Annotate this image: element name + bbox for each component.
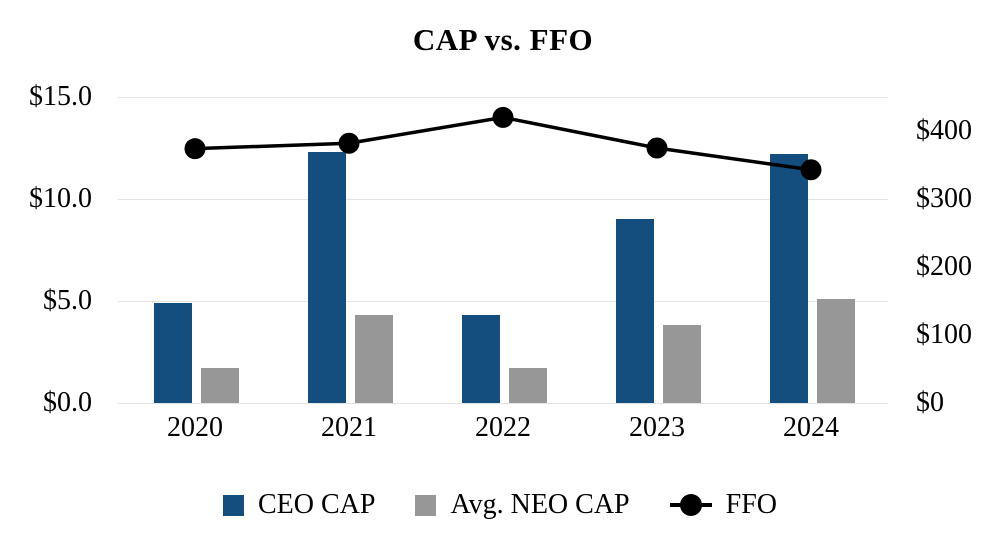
legend-item-ffo: FFO [669, 489, 777, 521]
x-axis-label: 2023 [629, 412, 685, 443]
chart-title: CAP vs. FFO [412, 22, 594, 57]
ffo-marker [338, 132, 360, 154]
bar-avg-neo-cap [509, 368, 547, 403]
bar-ceo-cap [616, 219, 654, 403]
ffo-marker [800, 159, 822, 181]
y-axis-left-label: $5.0 [43, 285, 92, 316]
ffo-marker [492, 106, 514, 128]
bar-ceo-cap [154, 303, 192, 403]
x-axis-label: 2022 [475, 412, 531, 443]
legend-label-ffo: FFO [725, 489, 777, 520]
gridline [118, 96, 888, 98]
gridline [118, 198, 888, 200]
gridline [118, 402, 888, 404]
ffo-line-layer [184, 106, 822, 181]
bar-avg-neo-cap [201, 368, 239, 403]
ffo-marker [184, 138, 206, 160]
y-axis-right-label: $400 [916, 115, 972, 146]
legend-label-avg-neo-cap: Avg. NEO CAP [450, 489, 630, 520]
y-axis-left-label: $15.0 [29, 81, 92, 112]
bar-avg-neo-cap [817, 298, 855, 403]
legend-swatch-ceo-cap [223, 494, 244, 516]
legend-line-marker [679, 494, 702, 516]
y-axis-right: $400 $300 $200 $100 $0 [916, 0, 1000, 560]
y-axis-left: $15.0 $10.0 $5.0 $0.0 [0, 0, 92, 560]
x-axis: 2020 2021 2022 2023 2024 [118, 412, 888, 446]
bar-avg-neo-cap [355, 315, 393, 403]
bar-ceo-cap [308, 152, 346, 403]
x-axis-label: 2024 [783, 412, 839, 443]
legend-line-dot-icon [669, 494, 712, 516]
legend-item-avg-neo-cap: Avg. NEO CAP [415, 489, 630, 521]
legend-label-ceo-cap: CEO CAP [258, 489, 376, 520]
bar-ceo-cap [462, 315, 500, 403]
plot-area [118, 96, 888, 404]
y-axis-right-label: $100 [916, 319, 972, 350]
y-axis-right-label: $0 [916, 387, 944, 418]
y-axis-left-label: $10.0 [29, 183, 92, 214]
legend-item-ceo-cap: CEO CAP [223, 489, 375, 521]
gridline [118, 300, 888, 302]
legend: CEO CAP Avg. NEO CAP FFO [0, 484, 1000, 526]
bar-avg-neo-cap [663, 325, 701, 403]
ffo-marker [646, 137, 668, 159]
x-axis-label: 2021 [321, 412, 377, 443]
y-axis-right-label: $200 [916, 251, 972, 282]
y-axis-left-label: $0.0 [43, 387, 92, 418]
y-axis-right-label: $300 [916, 183, 972, 214]
legend-swatch-avg-neo-cap [415, 494, 437, 516]
bar-ceo-cap [770, 154, 808, 403]
x-axis-label: 2020 [167, 412, 223, 443]
